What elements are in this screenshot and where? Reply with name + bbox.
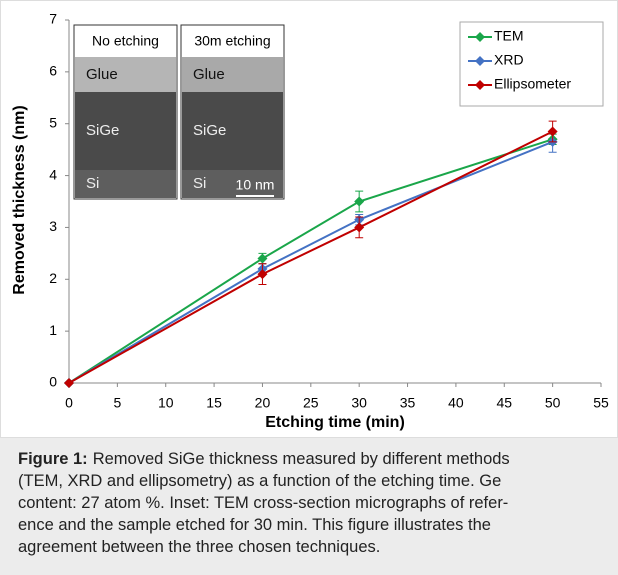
layer-label: SiGe xyxy=(193,122,226,139)
chart: Etching time (min) Removed thickness (nm… xyxy=(0,0,618,438)
caption-label: Figure 1: xyxy=(18,450,88,468)
layer-label: Glue xyxy=(193,66,225,83)
sige-layer xyxy=(182,92,283,170)
series-line xyxy=(68,138,553,384)
legend-label: Ellipsometer xyxy=(494,76,571,92)
x-tick-label: 10 xyxy=(158,395,174,411)
layer-label: Si xyxy=(86,175,99,192)
caption-line: content: 27 atom %. Inset: TEM cross-sec… xyxy=(18,492,608,514)
series-line xyxy=(68,130,554,384)
y-axis-title: Removed thickness (nm) xyxy=(11,105,28,294)
marker xyxy=(257,253,268,264)
layer-label: Glue xyxy=(86,66,118,83)
caption-line: (TEM, XRD and ellipsometry) as a functio… xyxy=(18,470,608,492)
marker xyxy=(64,378,74,388)
layer-label: SiGe xyxy=(86,122,119,139)
legend-marker xyxy=(475,80,485,90)
x-tick-label: 25 xyxy=(303,395,319,411)
sige-layer xyxy=(75,92,176,170)
marker xyxy=(354,196,365,207)
si-layer xyxy=(75,170,176,198)
x-tick-label: 45 xyxy=(496,395,512,411)
x-tick-label: 35 xyxy=(400,395,416,411)
caption-text: (TEM, XRD and ellipsometry) as a functio… xyxy=(18,472,502,490)
caption-line: ence and the sample etched for 30 min. T… xyxy=(18,514,608,536)
y-tick-label: 2 xyxy=(49,270,57,286)
marker xyxy=(354,222,365,233)
y-tick-label: 5 xyxy=(49,114,57,130)
y-tick-label: 7 xyxy=(49,11,57,27)
x-tick-label: 15 xyxy=(206,395,222,411)
si-layer xyxy=(182,170,283,198)
caption-line: Figure 1: Removed SiGe thickness measured… xyxy=(18,448,608,470)
caption-line: agreement between the three chosen techn… xyxy=(18,536,608,558)
legend-label: TEM xyxy=(494,28,524,44)
caption-text: Removed SiGe thickness measured by diffe… xyxy=(92,450,510,468)
y-tick-label: 3 xyxy=(49,218,57,234)
glue-layer xyxy=(182,57,283,92)
x-axis-title: Etching time (min) xyxy=(265,414,405,431)
x-tick-label: 40 xyxy=(448,395,464,411)
caption-text: content: 27 atom %. Inset: TEM cross-sec… xyxy=(18,494,509,512)
scale-bar-label: 10 nm xyxy=(236,177,275,193)
glue-layer xyxy=(75,57,176,92)
caption: Figure 1: Removed SiGe thickness measured… xyxy=(0,438,618,575)
legend-marker xyxy=(475,32,485,42)
layer-label: Si xyxy=(193,175,206,192)
marker xyxy=(257,269,268,280)
y-tick-label: 6 xyxy=(49,63,57,79)
y-tick-label: 4 xyxy=(49,166,57,182)
x-tick-label: 20 xyxy=(255,395,271,411)
x-tick-label: 55 xyxy=(593,395,609,411)
inset-title: No etching xyxy=(92,33,159,49)
legend-marker xyxy=(475,56,485,66)
marker xyxy=(547,126,558,137)
caption-text: agreement between the three chosen techn… xyxy=(18,538,381,556)
legend-label: XRD xyxy=(494,52,524,68)
x-tick-label: 0 xyxy=(65,395,73,411)
y-tick-label: 0 xyxy=(49,374,57,390)
x-tick-label: 50 xyxy=(545,395,561,411)
x-tick-label: 5 xyxy=(113,395,121,411)
y-tick-label: 1 xyxy=(49,322,57,338)
series-line xyxy=(68,140,554,384)
x-tick-label: 30 xyxy=(351,395,367,411)
caption-text: ence and the sample etched for 30 min. T… xyxy=(18,516,491,534)
inset-title: 30m etching xyxy=(194,33,270,49)
